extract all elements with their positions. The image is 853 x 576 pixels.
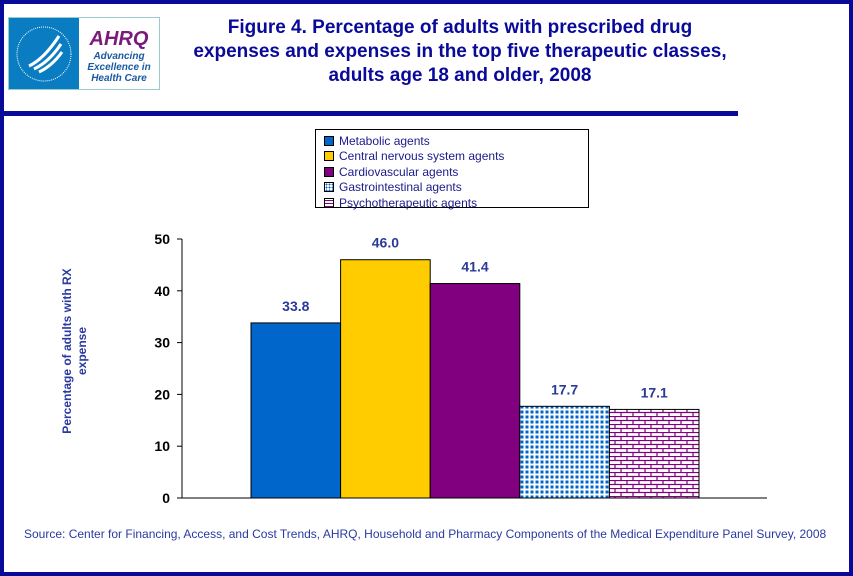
legend-swatch (324, 135, 334, 146)
y-tick-label: 50 (154, 231, 170, 247)
y-tick-label: 40 (154, 283, 170, 299)
bar-2 (429, 283, 521, 499)
y-tick-label: 10 (154, 438, 170, 454)
hhs-eagle-logo (9, 18, 79, 89)
y-tick-label: 20 (154, 386, 170, 402)
data-label: 17.7 (551, 381, 578, 397)
tagline: Health Care (91, 73, 147, 84)
bar-1 (340, 259, 431, 499)
tagline: Advancing (93, 51, 145, 62)
y-tick-label: 30 (154, 335, 170, 351)
legend-item: Gastrointestinal agents (320, 180, 588, 196)
legend-swatch (324, 182, 334, 193)
data-label: 46.0 (372, 235, 399, 251)
header-divider (4, 111, 738, 116)
legend-label: Psychotherapeutic agents (339, 195, 478, 210)
data-label: 33.8 (282, 298, 309, 314)
tagline: Excellence in (87, 62, 151, 73)
legend-item: Central nervous system agents (320, 149, 588, 165)
legend-item: Cardiovascular agents (320, 164, 588, 180)
legend-swatch (324, 197, 334, 208)
legend-label: Gastrointestinal agents (339, 180, 462, 195)
source-note: Source: Center for Financing, Access, an… (24, 527, 827, 541)
legend-swatch (324, 151, 334, 162)
bar-3 (519, 405, 610, 499)
legend-label: Central nervous system agents (339, 149, 505, 164)
ahrq-wordmark: AHRQ (89, 28, 149, 50)
ahrq-logo: AHRQ Advancing Excellence in Health Care (8, 17, 160, 90)
legend-item: Metabolic agents (320, 133, 588, 149)
y-axis-label: Percentage of adults with RX expense (60, 268, 89, 434)
data-label: 17.1 (641, 384, 668, 400)
legend-label: Metabolic agents (339, 133, 430, 148)
legend-swatch (324, 166, 334, 177)
legend-label: Cardiovascular agents (339, 164, 459, 179)
figure-title: Figure 4. Percentage of adults with pres… (193, 17, 727, 86)
y-tick-label: 0 (162, 490, 170, 506)
legend: Metabolic agents Central nervous system a… (315, 129, 589, 211)
bar-4 (608, 408, 700, 499)
data-label: 41.4 (461, 259, 488, 275)
legend-item: Psychotherapeutic agents (320, 195, 588, 211)
bar-0 (250, 322, 342, 499)
